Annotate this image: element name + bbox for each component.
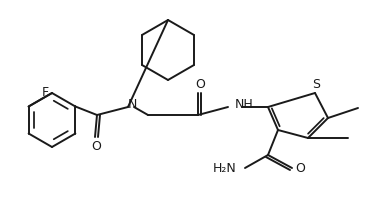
Text: NH: NH bbox=[235, 99, 254, 112]
Text: O: O bbox=[195, 79, 205, 92]
Text: O: O bbox=[295, 163, 305, 176]
Text: F: F bbox=[42, 85, 48, 99]
Text: S: S bbox=[312, 79, 320, 92]
Text: H₂N: H₂N bbox=[212, 163, 236, 176]
Text: O: O bbox=[91, 140, 101, 153]
Text: N: N bbox=[127, 97, 137, 110]
